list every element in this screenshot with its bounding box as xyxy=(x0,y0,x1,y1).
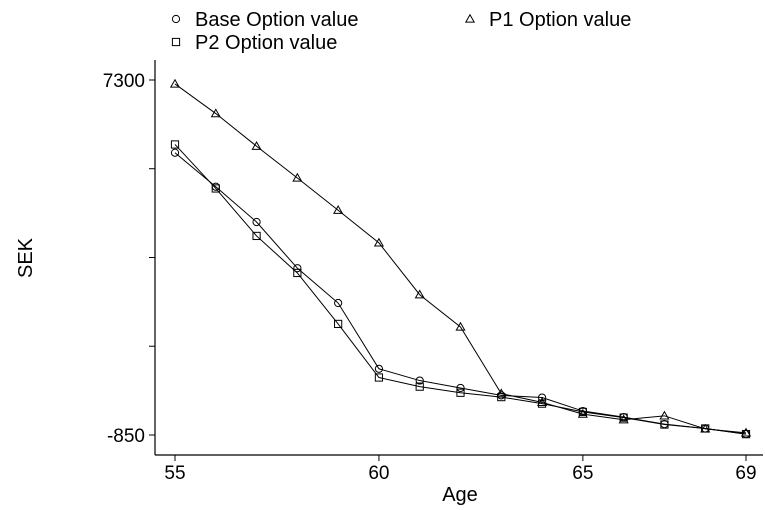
plot-frame xyxy=(154,60,763,456)
data-point xyxy=(170,140,180,149)
legend-label: P1 Option value xyxy=(489,9,631,31)
data-point xyxy=(537,399,547,408)
data-point xyxy=(740,427,752,437)
series-square xyxy=(170,140,751,439)
data-point xyxy=(293,268,302,278)
series-circle xyxy=(170,148,751,439)
data-point xyxy=(293,264,302,273)
x-tick-label: 60 xyxy=(368,463,389,484)
data-point xyxy=(210,108,221,118)
data-point xyxy=(414,289,425,299)
data-point xyxy=(251,141,262,150)
data-point xyxy=(374,373,384,382)
data-point xyxy=(334,319,343,329)
data-point xyxy=(252,231,261,241)
data-point xyxy=(292,172,303,182)
data-point xyxy=(537,397,548,406)
data-point xyxy=(373,237,384,247)
x-tick-label: 65 xyxy=(572,463,593,484)
data-point xyxy=(660,420,669,429)
data-point xyxy=(374,364,384,373)
legend-item: P1 Option value xyxy=(464,9,631,31)
data-point xyxy=(456,388,465,397)
data-point xyxy=(333,205,344,214)
data-point xyxy=(659,410,670,420)
data-point xyxy=(415,376,424,385)
data-point xyxy=(211,184,220,193)
data-point xyxy=(741,430,751,439)
legend-label: P2 Option value xyxy=(195,32,337,54)
data-series xyxy=(169,78,752,439)
data-point xyxy=(415,382,424,391)
x-tick-label: 55 xyxy=(164,463,185,484)
x-tick-label: 69 xyxy=(735,463,756,484)
y-tick-label: 7300 xyxy=(103,71,145,92)
data-point xyxy=(170,148,180,157)
legend-item: Base Option value xyxy=(171,9,358,31)
data-point xyxy=(497,393,506,402)
legend-marker xyxy=(464,13,476,23)
data-point xyxy=(578,407,587,417)
data-point xyxy=(618,414,629,424)
data-point xyxy=(701,424,710,433)
y-axis-label: SEK xyxy=(15,237,37,278)
data-point xyxy=(619,413,628,422)
series-line xyxy=(174,144,747,435)
x-axis: 55 60 65 69 xyxy=(164,455,757,484)
data-point xyxy=(537,393,547,402)
legend-marker xyxy=(171,14,181,24)
y-tick-label: -850 xyxy=(107,426,145,447)
legend-label: Base Option value xyxy=(195,9,358,31)
data-point xyxy=(456,383,465,393)
data-point xyxy=(169,78,181,88)
data-point xyxy=(252,217,261,227)
data-point xyxy=(455,321,466,331)
data-point xyxy=(334,298,343,308)
series-line xyxy=(174,83,747,434)
legend-marker xyxy=(171,37,181,47)
y-axis: -850 7300 xyxy=(103,71,155,447)
series-triangle xyxy=(169,78,752,437)
legend-item: P2 Option value xyxy=(171,32,337,54)
chart-legend: Base Option value P1 Option value P2 Optio… xyxy=(171,9,631,54)
data-point xyxy=(577,408,588,418)
x-axis-label: Age xyxy=(442,484,478,506)
